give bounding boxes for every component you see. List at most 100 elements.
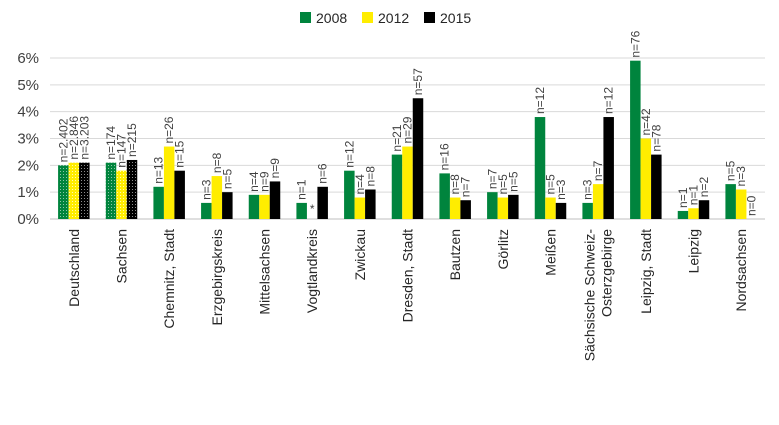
n-label-2015-0: n=3.203 [77, 116, 91, 160]
n-label-2015-11: n=12 [602, 87, 616, 114]
bar-2012-2 [163, 146, 175, 219]
legend-swatch-2015 [424, 12, 435, 23]
bar-2015-2 [174, 170, 185, 219]
bar-2008-0 [58, 165, 69, 219]
n-label-2012-9: n=5 [496, 174, 510, 195]
bar-2008-13 [677, 210, 689, 219]
bar-2012-13 [688, 208, 699, 219]
x-tick-label: Sächsische Schweiz-Osterzgebirge [582, 229, 615, 362]
x-tick-label: Leipzig [686, 229, 702, 273]
n-label-2015-14: n=0 [745, 195, 759, 216]
n-label-2008-14: n=5 [724, 160, 738, 181]
x-tick-label: Görlitz [495, 229, 511, 269]
n-label-2015-12: n=78 [649, 124, 663, 151]
bar-2008-5 [296, 202, 307, 219]
n-label-2012-6: n=4 [353, 174, 367, 195]
bar-2015-5 [317, 186, 328, 219]
n-label-2015-3: n=5 [220, 168, 234, 189]
x-tick-label: Mittelsachsen [257, 229, 273, 315]
bar-2012-10 [545, 197, 556, 219]
y-tick-label: 6% [17, 50, 39, 67]
bar-2008-12 [630, 60, 641, 219]
n-label-2012-14: n=3 [734, 166, 748, 187]
x-axis-labels: Deutschland Sachsen Chemnitz, Stadt Erzgebi… [66, 229, 749, 362]
bar-2008-9 [487, 192, 498, 219]
bar-2008-8 [439, 173, 450, 219]
x-tick-label: Dresden, Stadt [400, 229, 416, 322]
bar-2008-4 [248, 194, 260, 219]
n-label-2008-3: n=3 [199, 179, 213, 200]
x-tick-label: Zwickau [352, 229, 368, 280]
n-label-2008-7: n=21 [390, 124, 404, 151]
bar-2012-6 [354, 197, 366, 219]
bars [58, 60, 747, 219]
bar-2008-3 [201, 202, 212, 219]
bar-2012-12 [640, 138, 652, 219]
n-label-2008-8: n=16 [438, 143, 452, 170]
n-label-2012-0: n=2.846 [67, 116, 81, 160]
bar-2015-10 [555, 202, 567, 219]
bar-2008-14 [725, 184, 736, 219]
n-label-2012-5: * [310, 202, 315, 216]
bar-2012-7 [402, 146, 413, 219]
n-label-2008-5: n=1 [295, 179, 309, 200]
n-label-2015-5: n=6 [316, 163, 330, 184]
n-label-2008-11: n=3 [581, 179, 595, 200]
x-tick-label: Sachsen [114, 229, 130, 283]
y-tick-label: 0% [17, 211, 39, 228]
n-label-2015-9: n=5 [506, 171, 520, 192]
y-axis-ticks: 0% 1% 2% 3% 4% 5% 6% [17, 50, 39, 228]
y-tick-label: 3% [17, 131, 39, 148]
bar-2008-7 [391, 154, 403, 219]
bar-2015-12 [651, 154, 662, 219]
n-label-2015-8: n=7 [459, 177, 473, 198]
n-label-2012-2: n=26 [162, 116, 176, 143]
bar-2015-8 [460, 200, 471, 219]
bar-2008-10 [534, 117, 546, 219]
n-label-2012-8: n=8 [448, 174, 462, 195]
bar-2015-13 [698, 200, 710, 219]
n-label-2008-13: n=1 [676, 187, 690, 208]
x-tick-label: Leipzig, Stadt [638, 229, 654, 314]
n-label-2015-4: n=9 [268, 158, 282, 179]
bar-2015-4 [269, 181, 281, 219]
bar-2012-9 [497, 197, 509, 219]
n-label-2012-12: n=42 [639, 108, 653, 135]
legend-label-2008: 2008 [316, 10, 347, 26]
n-label-2008-2: n=13 [152, 156, 166, 183]
x-tick-label: Meißen [543, 229, 559, 276]
bar-2008-11 [582, 202, 593, 219]
n-label-2012-10: n=5 [544, 174, 558, 195]
bar-2012-0 [68, 162, 80, 219]
n-label-2008-0: n=2.402 [56, 118, 70, 162]
n-label-2015-1: n=215 [125, 123, 139, 157]
x-tick-label: Vogtlandkreis [304, 229, 320, 313]
y-tick-label: 4% [17, 104, 39, 121]
n-label-2008-4: n=4 [247, 171, 261, 192]
n-label-2015-6: n=8 [363, 166, 377, 187]
bar-2015-0 [79, 162, 90, 219]
n-label-2008-1: n=174 [104, 126, 118, 160]
n-label-2012-1: n=147 [115, 134, 129, 168]
bar-2012-4 [259, 194, 270, 219]
bar-2008-6 [344, 170, 355, 219]
bar-2015-7 [412, 98, 424, 219]
y-tick-label: 5% [17, 77, 39, 94]
legend-swatch-2008 [300, 12, 311, 23]
bar-2012-8 [449, 197, 461, 219]
bar-2015-11 [603, 117, 614, 219]
bar-2015-3 [222, 192, 233, 219]
bar-2015-6 [365, 189, 376, 219]
bar-2012-14 [735, 189, 747, 219]
bar-2008-1 [105, 162, 117, 219]
bar-2012-3 [211, 176, 223, 219]
bar-2015-9 [508, 194, 519, 219]
x-tick-label: Bautzen [447, 229, 463, 280]
x-tick-label: Deutschland [66, 229, 82, 307]
legend: 2008 2012 2015 [300, 10, 471, 26]
legend-label-2012: 2012 [378, 10, 409, 26]
x-tick-label: Chemnitz, Stadt [161, 229, 177, 329]
bar-2012-1 [116, 170, 127, 219]
